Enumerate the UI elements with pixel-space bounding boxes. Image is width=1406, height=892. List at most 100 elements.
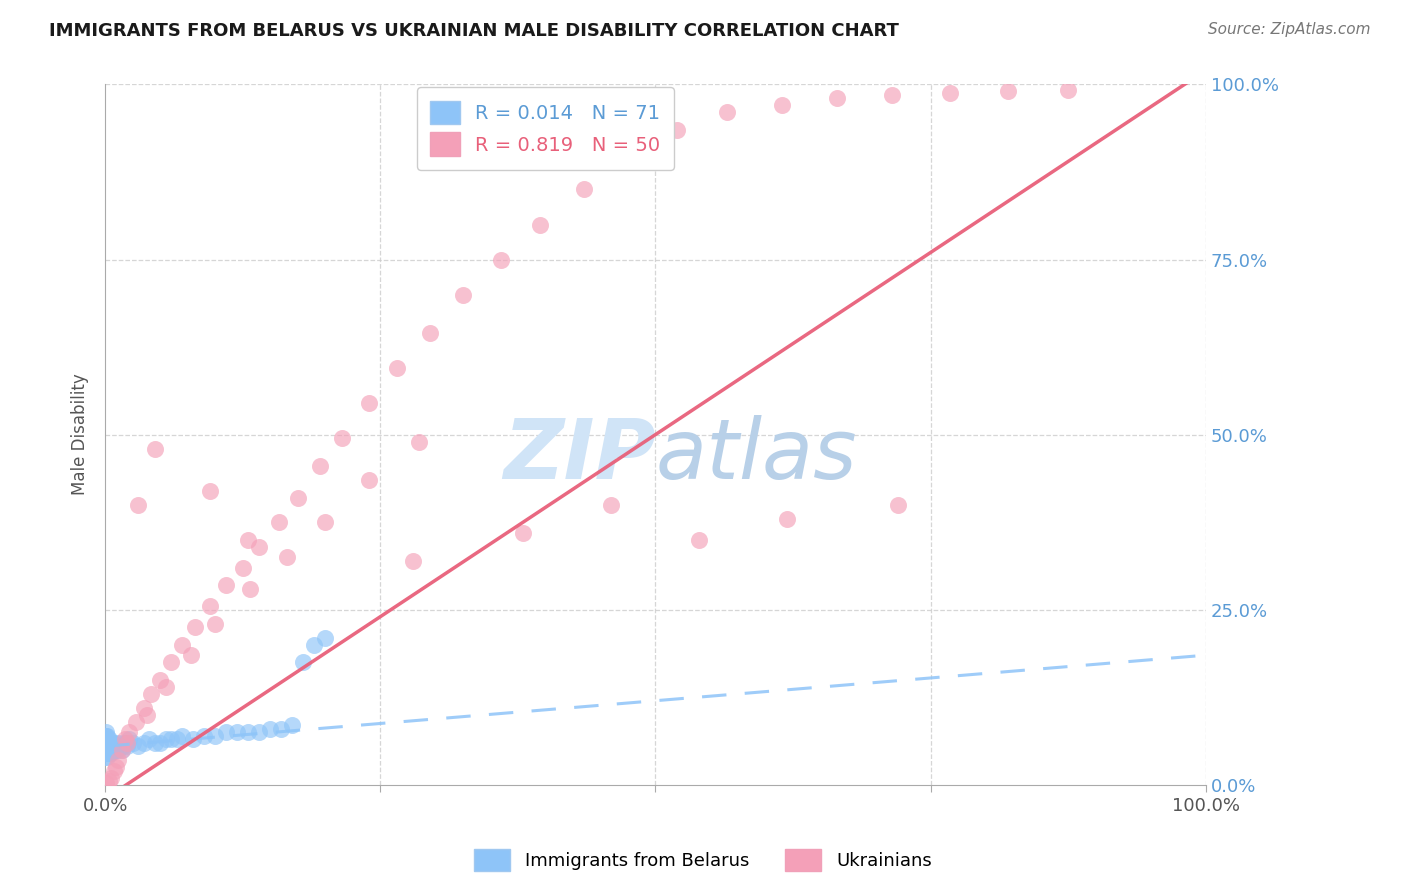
Point: [104, 743, 127, 757]
Point: [880, 87, 903, 102]
Point: [94, 732, 117, 747]
Point: [96, 736, 118, 750]
Point: [98, 743, 121, 757]
Point: [118, 725, 141, 739]
Point: [132, 700, 155, 714]
Point: [215, 725, 238, 739]
Point: [96, 732, 118, 747]
Point: [105, 743, 128, 757]
Point: [100, 771, 122, 785]
Point: [408, 434, 430, 449]
Point: [96, 736, 118, 750]
Point: [96, 732, 118, 747]
Point: [94, 743, 117, 757]
Point: [1057, 83, 1080, 97]
Point: [96, 743, 118, 757]
Point: [136, 707, 159, 722]
Point: [96, 725, 118, 739]
Point: [110, 739, 132, 754]
Point: [141, 687, 163, 701]
Point: [111, 739, 134, 754]
Point: [108, 736, 131, 750]
Point: [107, 753, 129, 767]
Point: [111, 739, 134, 754]
Point: [96, 729, 118, 743]
Point: [96, 739, 118, 754]
Text: IMMIGRANTS FROM BELARUS VS UKRAINIAN MALE DISABILITY CORRELATION CHART: IMMIGRANTS FROM BELARUS VS UKRAINIAN MAL…: [49, 22, 898, 40]
Point: [198, 483, 221, 498]
Point: [115, 736, 138, 750]
Point: [292, 655, 315, 669]
Point: [238, 725, 260, 739]
Point: [132, 736, 155, 750]
Point: [166, 732, 188, 747]
Point: [105, 739, 128, 754]
Legend: Immigrants from Belarus, Ukrainians: Immigrants from Belarus, Ukrainians: [467, 842, 939, 879]
Point: [172, 638, 194, 652]
Point: [776, 511, 799, 525]
Point: [107, 739, 129, 754]
Point: [97, 743, 120, 757]
Point: [114, 736, 136, 750]
Point: [172, 729, 194, 743]
Point: [270, 722, 292, 736]
Point: [688, 533, 710, 547]
Y-axis label: Male Disability: Male Disability: [72, 374, 89, 495]
Point: [512, 525, 534, 540]
Point: [96, 746, 118, 760]
Point: [184, 620, 207, 634]
Point: [111, 743, 134, 757]
Point: [97, 739, 120, 754]
Point: [204, 616, 226, 631]
Point: [716, 105, 738, 120]
Point: [105, 760, 128, 774]
Point: [160, 732, 183, 747]
Point: [103, 764, 125, 778]
Point: [149, 673, 172, 687]
Point: [111, 743, 134, 757]
Point: [491, 252, 513, 267]
Point: [232, 560, 254, 574]
Point: [101, 736, 124, 750]
Point: [100, 743, 122, 757]
Point: [103, 739, 125, 754]
Point: [617, 151, 640, 165]
Point: [96, 739, 118, 754]
Point: [939, 86, 962, 100]
Point: [247, 725, 270, 739]
Point: [101, 739, 124, 754]
Point: [267, 515, 290, 529]
Point: [97, 732, 120, 747]
Point: [97, 739, 120, 754]
Point: [94, 749, 117, 764]
Point: [96, 736, 118, 750]
Point: [105, 739, 128, 754]
Point: [247, 540, 270, 554]
Point: [97, 774, 120, 789]
Point: [96, 746, 118, 760]
Point: [101, 743, 124, 757]
Point: [96, 776, 118, 790]
Text: atlas: atlas: [655, 415, 858, 496]
Point: [97, 746, 120, 760]
Point: [127, 739, 149, 754]
Point: [155, 732, 177, 747]
Point: [825, 91, 848, 105]
Point: [101, 743, 124, 757]
Point: [239, 582, 262, 596]
Point: [114, 732, 136, 747]
Point: [125, 714, 148, 729]
Point: [997, 85, 1019, 99]
Point: [94, 736, 117, 750]
Point: [572, 182, 595, 196]
Legend: R = 0.014   N = 71, R = 0.819   N = 50: R = 0.014 N = 71, R = 0.819 N = 50: [416, 87, 673, 169]
Point: [281, 718, 304, 732]
Point: [100, 743, 122, 757]
Point: [94, 746, 117, 760]
Point: [105, 736, 128, 750]
Point: [138, 732, 160, 747]
Point: [101, 739, 124, 754]
Point: [98, 746, 121, 760]
Point: [666, 123, 689, 137]
Point: [100, 746, 122, 760]
